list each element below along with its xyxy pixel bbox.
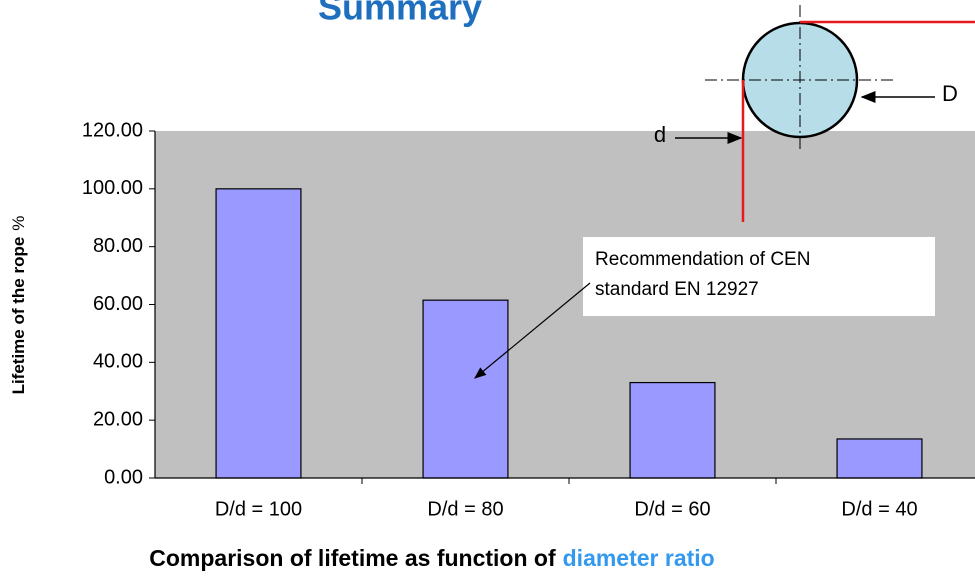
bar bbox=[836, 438, 923, 479]
y-axis-title: Lifetime of the rope bbox=[9, 237, 28, 395]
y-tick-label: 0.00 bbox=[104, 466, 143, 488]
y-tick-label: 60.00 bbox=[93, 293, 143, 315]
y-tick-label: 20.00 bbox=[93, 408, 143, 430]
y-axis-label: Lifetime of the rope% bbox=[9, 216, 28, 395]
annotation-box bbox=[583, 237, 935, 316]
y-tick-label: 120.00 bbox=[82, 119, 143, 141]
x-tick-label: D/d = 80 bbox=[427, 498, 503, 520]
x-tick-label: D/d = 40 bbox=[841, 498, 917, 520]
x-tick-label: D/d = 100 bbox=[215, 498, 302, 520]
rope-diagram: d D bbox=[654, 5, 975, 222]
bar bbox=[422, 299, 509, 479]
annotation-line: Recommendation of CEN bbox=[595, 249, 810, 270]
x-tick-label: D/d = 60 bbox=[634, 498, 710, 520]
annotation-line: standard EN 12927 bbox=[595, 279, 759, 300]
slide-title: Summary bbox=[318, 0, 482, 28]
sheave-diameter-label: D bbox=[942, 81, 958, 106]
rope-diameter-label: d bbox=[654, 122, 666, 147]
annotation-arrow bbox=[474, 282, 591, 379]
caption-highlight: diameter ratio bbox=[563, 545, 715, 571]
bar bbox=[629, 381, 716, 479]
y-axis-unit: % bbox=[9, 216, 28, 231]
y-tick-label: 40.00 bbox=[93, 351, 143, 373]
caption: Comparison of lifetime as function of dia… bbox=[149, 545, 714, 571]
caption-text: Comparison of lifetime as function of bbox=[149, 545, 556, 571]
y-tick-label: 80.00 bbox=[93, 235, 143, 257]
bar bbox=[215, 188, 302, 479]
y-tick-label: 100.00 bbox=[82, 177, 143, 199]
